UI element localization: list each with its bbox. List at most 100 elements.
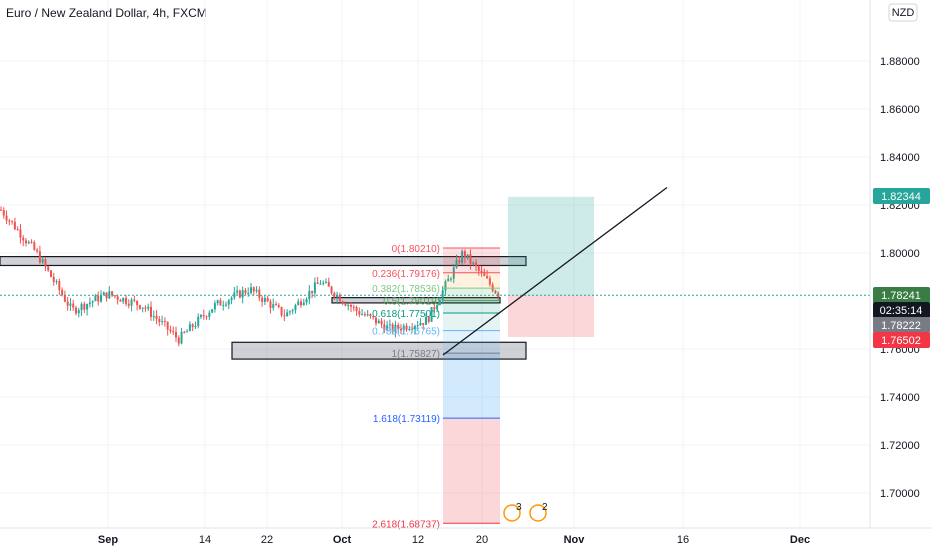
candle-body (380, 320, 383, 325)
fib-level-label: 0.5(1.78019) (383, 297, 440, 308)
candle-body (319, 283, 322, 285)
candle-body (447, 278, 450, 282)
candle-body (336, 294, 339, 298)
time-axis[interactable]: Sep 14 22 Oct 12 20 Nov 16 Dec (98, 534, 810, 546)
fib-band (443, 312, 500, 331)
event-marker-icon[interactable] (503, 504, 521, 522)
fib-level-label: 0.236(1.79176) (372, 269, 440, 280)
candle-body (480, 270, 483, 273)
candle-body (377, 320, 380, 324)
candle-body (166, 321, 169, 330)
candle-body (430, 307, 433, 322)
candle-body (277, 305, 280, 307)
candle-body (11, 220, 14, 222)
resistance-box[interactable] (0, 256, 527, 267)
candle-body (327, 281, 330, 287)
candle-body (25, 240, 27, 244)
currency-badge[interactable]: NZD (888, 3, 918, 22)
fib-level-label: 1.618(1.73119) (373, 414, 440, 425)
candle-body (150, 306, 152, 317)
candle-body (194, 326, 197, 328)
candle-body (197, 316, 200, 327)
fib-band (443, 330, 500, 354)
price-tag-gray-tag (873, 317, 930, 333)
candle-body (283, 315, 286, 317)
candle-body (316, 282, 319, 284)
candle-body (213, 303, 216, 310)
candle-body (138, 305, 141, 309)
candle-body (191, 324, 194, 328)
candle-body (363, 314, 366, 316)
price-tag-label: 02:35:14 (880, 305, 923, 317)
fib-band (443, 418, 500, 524)
candle-body (77, 310, 80, 314)
candle-body (397, 324, 400, 329)
fib-level-label: 0(1.80210) (392, 244, 440, 255)
trendline[interactable] (442, 186, 668, 356)
candle-body (200, 315, 202, 317)
candle-body (416, 325, 419, 327)
candle-body (458, 260, 461, 263)
candle-body (230, 297, 233, 301)
fib-band (443, 247, 500, 273)
price-tags: 1.82344 1.78241 02:35:14 1.78222 1.76502 (873, 188, 930, 348)
price-tag-current-tag (873, 287, 930, 303)
fib-retracement[interactable]: 0(1.80210) 0.236(1.79176) 0.382(1.78536) 0.… (372, 244, 500, 530)
position-stop-zone[interactable] (508, 295, 594, 337)
candle-body (322, 282, 325, 284)
candle-body (219, 300, 222, 306)
candle-body (269, 301, 272, 308)
candle-body (94, 295, 97, 302)
y-tick-label: 1.74000 (880, 392, 920, 404)
candle-body (75, 307, 77, 314)
candle-body (227, 300, 230, 305)
x-tick-label: Oct (333, 534, 352, 546)
candle-body (427, 316, 430, 322)
candle-body (113, 295, 116, 297)
candle-body (30, 241, 33, 243)
x-tick-label: Dec (790, 534, 810, 546)
candle-body (152, 315, 155, 317)
candle-body (300, 301, 302, 306)
fib-level-label: 0.618(1.77501) (372, 309, 440, 320)
fib-level-label: 2.618(1.68737) (372, 519, 440, 530)
y-tick-label: 1.88000 (880, 56, 920, 68)
candle-body (275, 304, 277, 306)
candle-body (244, 290, 247, 294)
candle-body (211, 309, 214, 313)
x-tick-label: 16 (677, 534, 689, 546)
candle-body (291, 310, 294, 312)
position-target-zone[interactable] (508, 196, 594, 296)
candle-body (27, 241, 30, 244)
candle-body (261, 297, 264, 302)
event-marker-icon[interactable] (529, 504, 547, 522)
chart-title: Euro / New Zealand Dollar, 4h, FXCM (6, 6, 207, 20)
candle-body (50, 270, 52, 277)
candle-body (80, 303, 83, 311)
x-tick-label: 12 (412, 534, 424, 546)
candle-body (161, 321, 164, 323)
y-tick-label: 1.80000 (880, 248, 920, 260)
candle-body (61, 290, 64, 295)
candle-body (288, 311, 291, 313)
candle-body (69, 303, 72, 306)
candle-body (325, 281, 327, 283)
candle-body (255, 289, 258, 292)
support-box[interactable] (231, 341, 527, 360)
candle-body (411, 328, 414, 330)
candle-body (155, 315, 158, 319)
candles-layer (0, 206, 500, 347)
candle-body (347, 305, 350, 307)
candle-body (52, 276, 55, 282)
x-tick-label: 22 (261, 534, 273, 546)
candle-body (97, 295, 100, 302)
candle-body (19, 229, 22, 238)
candle-body (475, 262, 477, 267)
candle-body (394, 324, 397, 333)
candle-body (494, 290, 497, 294)
candle-body (333, 293, 336, 298)
candle-body (455, 260, 458, 268)
candle-body (350, 305, 352, 307)
